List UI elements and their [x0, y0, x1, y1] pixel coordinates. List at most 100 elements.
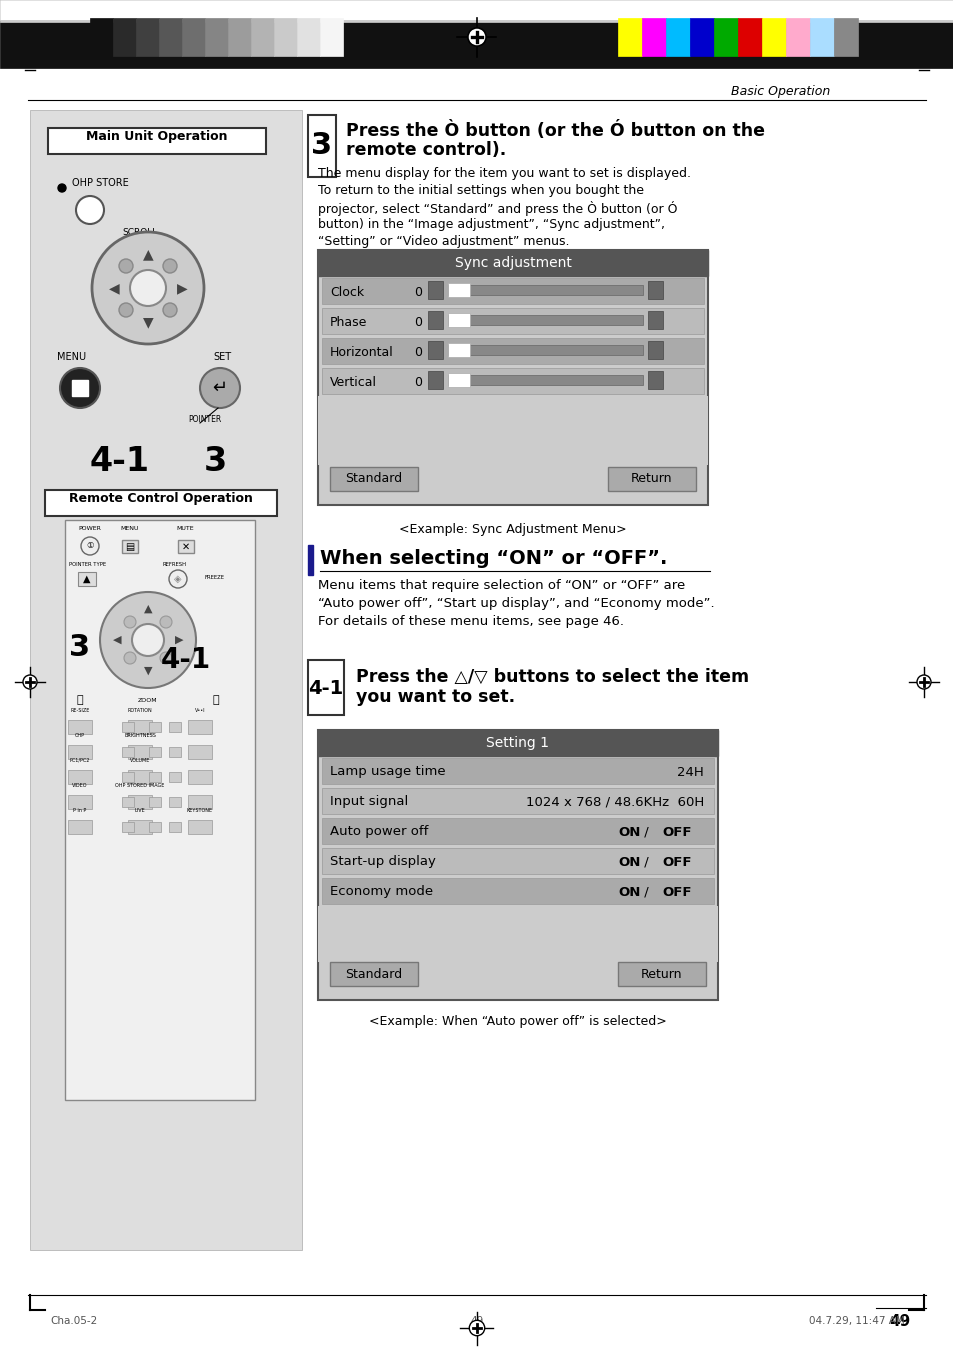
Circle shape [132, 624, 164, 657]
Text: 0: 0 [414, 346, 421, 358]
Text: 49: 49 [470, 1316, 483, 1325]
Bar [428, 340, 442, 359]
Text: Press the Ò button (or the Ó button on the: Press the Ò button (or the Ó button on t… [346, 122, 764, 141]
Circle shape [119, 303, 132, 317]
Bar [641, 18, 665, 55]
Bar [112, 18, 136, 55]
Text: you want to set.: you want to set. [355, 688, 515, 707]
Circle shape [76, 196, 104, 224]
Bar [188, 720, 212, 734]
Text: ✕: ✕ [182, 542, 190, 553]
Bar [713, 18, 738, 55]
Text: Return: Return [631, 473, 672, 485]
Text: MENU: MENU [121, 526, 139, 531]
Text: CHP: CHP [75, 734, 85, 738]
Text: “Setting” or “Video adjustment” menus.: “Setting” or “Video adjustment” menus. [317, 235, 569, 249]
Bar [319, 18, 343, 55]
Text: PC1/PC2: PC1/PC2 [70, 758, 91, 763]
Circle shape [100, 592, 195, 688]
Text: 4-1: 4-1 [308, 678, 343, 697]
Bar [149, 721, 161, 732]
Bar [330, 962, 417, 986]
Text: POINTER TYPE: POINTER TYPE [70, 562, 107, 567]
Bar [665, 18, 689, 55]
Bar [169, 797, 181, 807]
Bar [169, 821, 181, 832]
Text: Cha.05-2: Cha.05-2 [50, 1316, 97, 1325]
Bar [317, 730, 718, 757]
Text: Horizontal: Horizontal [330, 346, 394, 358]
Circle shape [119, 259, 132, 273]
Bar [448, 345, 642, 355]
Circle shape [60, 367, 100, 408]
Bar [809, 18, 833, 55]
Circle shape [23, 676, 37, 689]
Text: VIDEO: VIDEO [72, 784, 88, 788]
Text: Return: Return [640, 967, 682, 981]
Bar [178, 540, 193, 553]
Bar [322, 848, 713, 874]
Circle shape [124, 653, 136, 663]
Bar [122, 540, 138, 553]
Text: Basic Operation: Basic Operation [730, 85, 829, 99]
Bar [761, 18, 785, 55]
Bar [308, 115, 335, 177]
Bar [251, 18, 274, 55]
Text: Economy mode: Economy mode [330, 885, 433, 898]
Text: When selecting “ON” or “OFF”.: When selecting “ON” or “OFF”. [319, 549, 667, 567]
Text: Press the △/▽ buttons to select the item: Press the △/▽ buttons to select the item [355, 667, 748, 686]
Text: Lamp usage time: Lamp usage time [330, 766, 445, 778]
Text: 4-1: 4-1 [90, 444, 150, 478]
Bar [149, 821, 161, 832]
Bar [322, 788, 713, 815]
Bar [317, 730, 718, 1000]
Text: ▶: ▶ [174, 635, 183, 644]
Circle shape [916, 676, 930, 689]
Bar [647, 311, 662, 330]
Text: Sync adjustment: Sync adjustment [454, 255, 571, 270]
Text: “Auto power off”, “Start up display”, and “Economy mode”.: “Auto power off”, “Start up display”, an… [317, 597, 714, 611]
Bar [618, 962, 705, 986]
Bar [149, 771, 161, 782]
Circle shape [467, 28, 486, 46]
Text: 🔒: 🔒 [213, 694, 219, 705]
Circle shape [130, 270, 166, 305]
Text: ▤: ▤ [125, 542, 134, 553]
Bar [448, 313, 470, 327]
Text: 49: 49 [888, 1315, 910, 1329]
Text: SET: SET [213, 353, 231, 362]
Text: 3: 3 [70, 634, 91, 662]
Bar [149, 797, 161, 807]
Bar [448, 282, 470, 297]
Text: Setting 1: Setting 1 [486, 736, 549, 750]
Bar [322, 758, 713, 784]
Text: FREEZE: FREEZE [205, 576, 225, 580]
Bar [228, 18, 251, 55]
Bar [78, 571, 96, 586]
Circle shape [160, 616, 172, 628]
Text: Standard: Standard [345, 967, 402, 981]
Bar [647, 281, 662, 299]
Bar [428, 281, 442, 299]
Bar [169, 771, 181, 782]
Text: To return to the initial settings when you bought the: To return to the initial settings when y… [317, 184, 643, 197]
Circle shape [200, 367, 240, 408]
Text: BRIGHTNESS: BRIGHTNESS [124, 734, 155, 738]
Bar [647, 340, 662, 359]
Bar [322, 278, 703, 304]
Text: P in P: P in P [73, 808, 87, 813]
Text: /: / [639, 885, 652, 898]
Text: <Example: When “Auto power off” is selected>: <Example: When “Auto power off” is selec… [369, 1015, 666, 1028]
Text: Standard: Standard [345, 473, 402, 485]
Text: ↵: ↵ [213, 380, 228, 397]
Text: Main Unit Operation: Main Unit Operation [86, 130, 228, 143]
Bar [90, 18, 112, 55]
Circle shape [469, 1320, 484, 1336]
Bar [159, 18, 182, 55]
Text: REFRESH: REFRESH [163, 562, 187, 567]
Text: 🔒: 🔒 [76, 694, 83, 705]
Text: SCROLL: SCROLL [122, 228, 157, 236]
Bar [317, 396, 707, 465]
Text: ①: ① [86, 542, 93, 550]
Bar [68, 720, 91, 734]
